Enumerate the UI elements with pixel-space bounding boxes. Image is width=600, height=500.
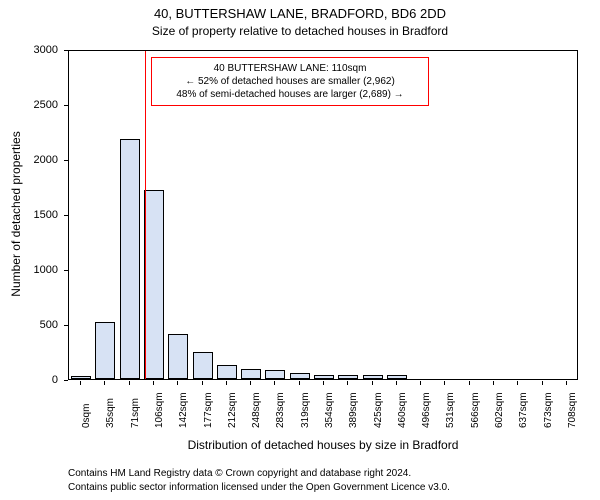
x-tick-mark bbox=[104, 381, 105, 385]
x-tick-label: 531sqm bbox=[445, 392, 456, 428]
x-tick-label: 673sqm bbox=[543, 392, 554, 428]
x-tick-mark bbox=[177, 381, 178, 385]
x-tick-mark bbox=[469, 381, 470, 385]
x-tick-mark bbox=[202, 381, 203, 385]
x-tick-label: 177sqm bbox=[203, 392, 214, 428]
x-tick-label: 354sqm bbox=[324, 392, 335, 428]
x-tick-mark bbox=[493, 381, 494, 385]
x-tick-label: 708sqm bbox=[567, 392, 578, 428]
x-tick-mark bbox=[420, 381, 421, 385]
x-tick-mark bbox=[444, 381, 445, 385]
footer-line-1: Contains HM Land Registry data © Crown c… bbox=[68, 468, 411, 479]
bar bbox=[265, 370, 285, 379]
chart-frame: 40, BUTTERSHAW LANE, BRADFORD, BD6 2DD S… bbox=[0, 0, 600, 500]
x-tick-mark bbox=[396, 381, 397, 385]
bar bbox=[338, 375, 358, 379]
y-tick-label: 0 bbox=[0, 374, 58, 386]
y-tick-mark bbox=[64, 105, 68, 106]
bar bbox=[71, 376, 91, 379]
x-tick-mark bbox=[542, 381, 543, 385]
footer-line-2: Contains public sector information licen… bbox=[68, 482, 450, 493]
x-tick-label: 389sqm bbox=[348, 392, 359, 428]
x-tick-mark bbox=[129, 381, 130, 385]
plot-area: 40 BUTTERSHAW LANE: 110sqm← 52% of detac… bbox=[68, 50, 578, 380]
x-axis-label: Distribution of detached houses by size … bbox=[68, 438, 578, 452]
x-tick-mark bbox=[347, 381, 348, 385]
bar bbox=[193, 352, 213, 380]
x-tick-mark bbox=[80, 381, 81, 385]
bar bbox=[241, 369, 261, 379]
x-tick-label: 35sqm bbox=[105, 398, 116, 428]
y-tick-mark bbox=[64, 325, 68, 326]
x-tick-label: 283sqm bbox=[275, 392, 286, 428]
x-tick-label: 460sqm bbox=[397, 392, 408, 428]
x-tick-label: 496sqm bbox=[421, 392, 432, 428]
reference-line bbox=[145, 51, 146, 379]
x-tick-label: 425sqm bbox=[373, 392, 384, 428]
annotation-line: 48% of semi-detached houses are larger (… bbox=[158, 88, 422, 101]
x-tick-label: 637sqm bbox=[518, 392, 529, 428]
y-tick-mark bbox=[64, 50, 68, 51]
x-tick-label: 602sqm bbox=[494, 392, 505, 428]
x-tick-mark bbox=[274, 381, 275, 385]
bar bbox=[290, 373, 310, 379]
x-tick-label: 106sqm bbox=[154, 392, 165, 428]
x-tick-label: 142sqm bbox=[178, 392, 189, 428]
x-tick-mark bbox=[226, 381, 227, 385]
y-tick-mark bbox=[64, 160, 68, 161]
chart-title-line1: 40, BUTTERSHAW LANE, BRADFORD, BD6 2DD bbox=[0, 6, 600, 21]
bar bbox=[168, 334, 188, 379]
y-tick-label: 1000 bbox=[0, 264, 58, 276]
x-tick-mark bbox=[517, 381, 518, 385]
x-tick-label: 319sqm bbox=[300, 392, 311, 428]
x-tick-mark bbox=[153, 381, 154, 385]
x-tick-mark bbox=[250, 381, 251, 385]
y-tick-label: 500 bbox=[0, 319, 58, 331]
y-tick-label: 1500 bbox=[0, 209, 58, 221]
x-tick-mark bbox=[566, 381, 567, 385]
bar bbox=[387, 375, 407, 379]
x-tick-mark bbox=[299, 381, 300, 385]
y-tick-mark bbox=[64, 270, 68, 271]
x-tick-label: 212sqm bbox=[227, 392, 238, 428]
chart-title-line2: Size of property relative to detached ho… bbox=[0, 24, 600, 38]
x-tick-label: 248sqm bbox=[251, 392, 262, 428]
x-tick-mark bbox=[323, 381, 324, 385]
bar bbox=[95, 322, 115, 379]
annotation-box: 40 BUTTERSHAW LANE: 110sqm← 52% of detac… bbox=[151, 57, 429, 106]
x-tick-label: 71sqm bbox=[130, 398, 141, 428]
y-tick-mark bbox=[64, 215, 68, 216]
y-tick-label: 3000 bbox=[0, 44, 58, 56]
bar bbox=[144, 190, 164, 379]
y-tick-label: 2500 bbox=[0, 99, 58, 111]
y-tick-mark bbox=[64, 380, 68, 381]
annotation-line: 40 BUTTERSHAW LANE: 110sqm bbox=[158, 62, 422, 75]
x-tick-mark bbox=[372, 381, 373, 385]
y-tick-label: 2000 bbox=[0, 154, 58, 166]
bar bbox=[363, 375, 383, 379]
bar bbox=[314, 375, 334, 379]
bar bbox=[217, 365, 237, 379]
bar bbox=[120, 139, 140, 379]
annotation-line: ← 52% of detached houses are smaller (2,… bbox=[158, 75, 422, 88]
x-tick-label: 0sqm bbox=[81, 404, 92, 428]
x-tick-label: 566sqm bbox=[470, 392, 481, 428]
